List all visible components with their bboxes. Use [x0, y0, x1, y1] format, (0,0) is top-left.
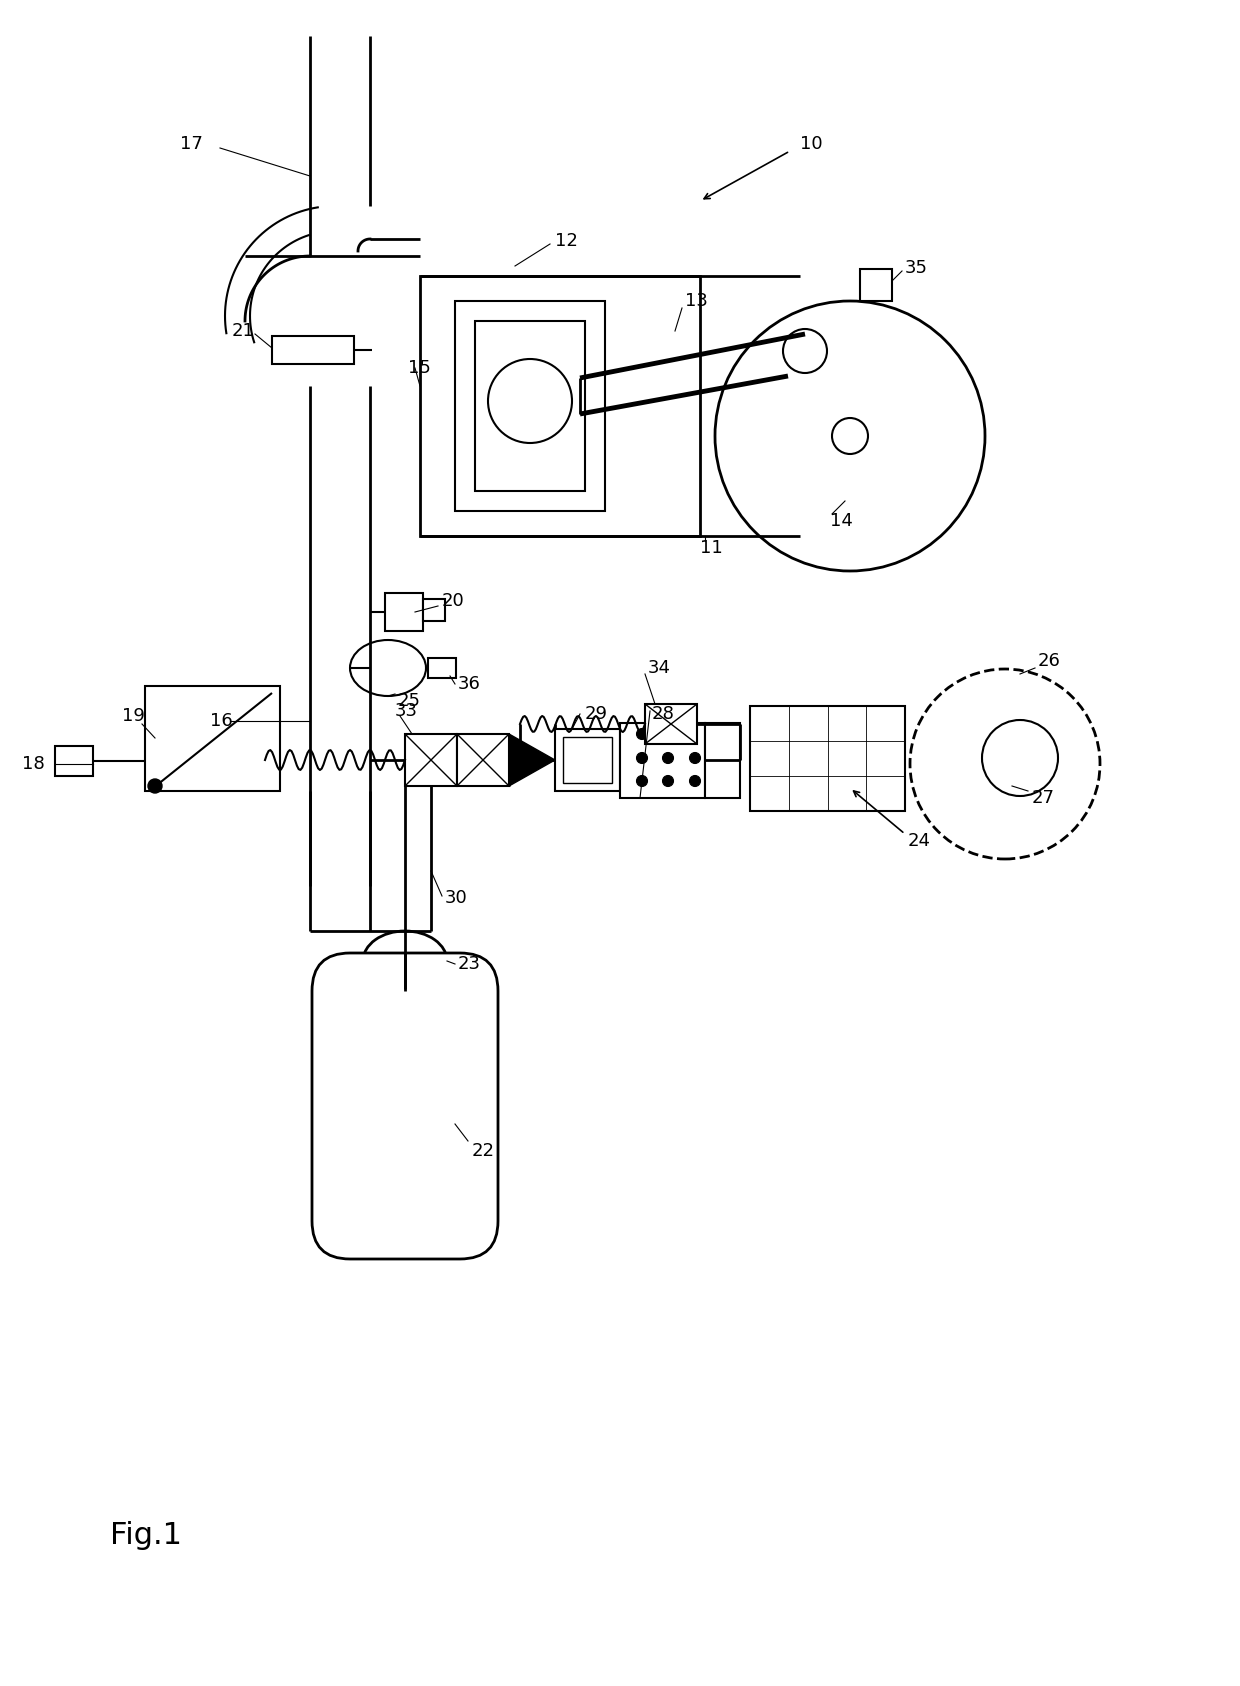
Circle shape	[715, 302, 985, 572]
Circle shape	[662, 752, 673, 764]
Text: 18: 18	[22, 755, 45, 772]
Circle shape	[148, 779, 162, 792]
Bar	[475, 320, 585, 491]
Text: 34: 34	[649, 659, 671, 678]
Text: 24: 24	[908, 831, 931, 850]
Text: 13: 13	[684, 292, 708, 310]
Circle shape	[982, 720, 1058, 796]
Circle shape	[636, 728, 647, 740]
Text: 25: 25	[398, 691, 422, 710]
Bar	[620, 723, 706, 797]
Text: 19: 19	[122, 706, 145, 725]
Bar	[384, 593, 423, 631]
Text: 15: 15	[408, 359, 430, 378]
Bar	[563, 737, 613, 782]
Circle shape	[636, 752, 647, 764]
Circle shape	[832, 418, 868, 454]
Text: 27: 27	[1032, 789, 1055, 808]
Text: 22: 22	[472, 1141, 495, 1160]
Ellipse shape	[363, 931, 446, 991]
Text: Fig.1: Fig.1	[110, 1521, 182, 1551]
Bar	[55, 745, 93, 776]
Text: 16: 16	[210, 711, 233, 730]
Text: 28: 28	[652, 705, 675, 723]
Circle shape	[662, 776, 673, 786]
Bar	[750, 706, 905, 811]
Text: 10: 10	[800, 135, 822, 153]
Circle shape	[689, 776, 701, 786]
Circle shape	[489, 359, 572, 443]
Bar	[423, 599, 445, 620]
Ellipse shape	[350, 641, 427, 696]
Bar	[145, 686, 280, 791]
Circle shape	[689, 752, 701, 764]
Bar	[556, 728, 620, 791]
Circle shape	[910, 669, 1100, 858]
Text: 26: 26	[1038, 652, 1061, 669]
Text: 17: 17	[180, 135, 203, 153]
Text: 23: 23	[458, 954, 481, 973]
Text: 20: 20	[441, 592, 465, 610]
Text: 35: 35	[905, 260, 928, 277]
Text: 36: 36	[458, 674, 481, 693]
Text: 12: 12	[556, 233, 578, 250]
Bar	[272, 336, 353, 364]
Circle shape	[782, 329, 827, 373]
Text: 30: 30	[445, 889, 467, 907]
Bar	[420, 277, 701, 536]
Bar	[455, 302, 605, 511]
Bar	[405, 733, 458, 786]
Bar	[645, 705, 697, 744]
Circle shape	[636, 776, 647, 786]
Bar	[861, 270, 892, 302]
Circle shape	[662, 728, 673, 740]
Polygon shape	[508, 733, 556, 786]
Bar	[706, 723, 740, 797]
FancyBboxPatch shape	[312, 953, 498, 1259]
Text: 29: 29	[585, 705, 608, 723]
Text: 14: 14	[830, 513, 853, 529]
Text: 33: 33	[396, 701, 418, 720]
Bar	[458, 733, 508, 786]
Text: 21: 21	[232, 322, 255, 341]
Bar	[428, 658, 456, 678]
Text: 11: 11	[701, 540, 723, 556]
